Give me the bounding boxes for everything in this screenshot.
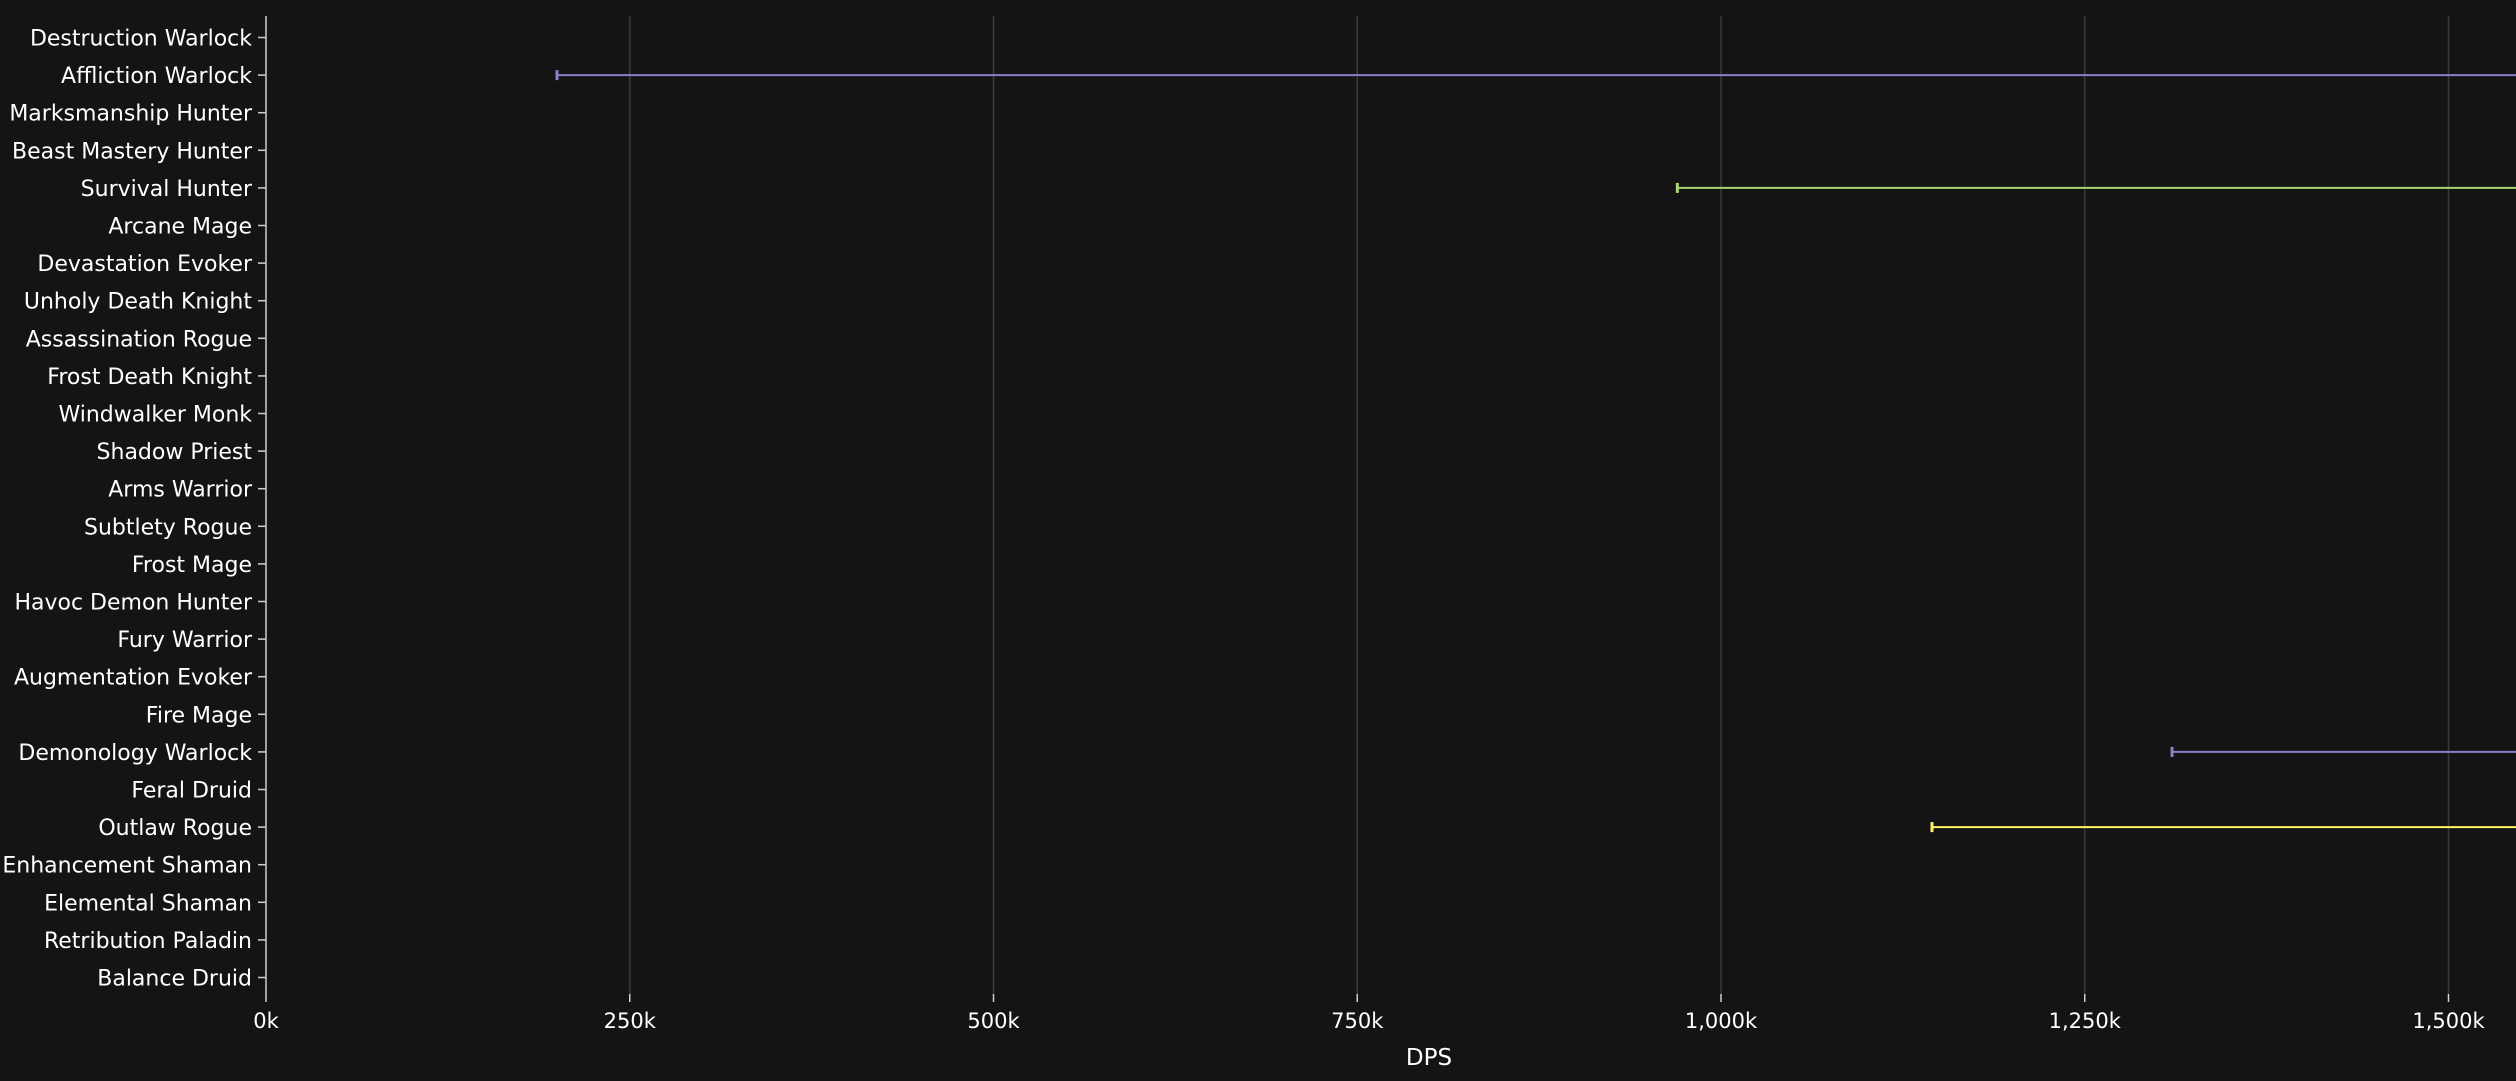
x-tick-label: 500k — [967, 1009, 1020, 1033]
label-layer: Destruction Warlock Affliction Warlock Mar… — [2, 27, 253, 992]
category-label: Havoc Demon Hunter — [14, 591, 252, 616]
grid-layer — [629, 16, 2450, 994]
x-tick-label: 1,250k — [2049, 1009, 2122, 1033]
box-outlaw-rogue — [1930, 822, 2516, 833]
category-label: Arms Warrior — [108, 478, 253, 503]
x-tick-label: 1,000k — [1685, 1009, 1758, 1033]
category-label: Destruction Warlock — [30, 27, 252, 52]
box-affliction-warlock — [555, 70, 2516, 81]
x-tick-label: 750k — [1331, 1009, 1384, 1033]
category-label: Feral Druid — [131, 779, 252, 804]
category-label: Elemental Shaman — [44, 891, 252, 916]
box-layer — [555, 70, 2516, 833]
x-tick-label: 1,500k — [2412, 1009, 2485, 1033]
category-label: Arcane Mage — [108, 215, 252, 240]
box-demonology-warlock — [2170, 746, 2516, 757]
x-tick-label: 0k — [253, 1009, 279, 1033]
category-label: Augmentation Evoker — [14, 666, 253, 691]
category-label: Unholy Death Knight — [24, 290, 252, 315]
axis-layer: 0k250k500k750k1,000k1,250k1,500k1,750k2,… — [253, 16, 2485, 1033]
category-label: Demonology Warlock — [18, 741, 252, 766]
category-label: Affliction Warlock — [61, 64, 252, 89]
category-label: Assassination Rogue — [26, 327, 252, 352]
category-label: Fury Warrior — [117, 628, 253, 653]
category-label: Devastation Evoker — [37, 252, 253, 277]
category-label: Frost Mage — [132, 553, 252, 578]
category-label: Balance Druid — [97, 967, 252, 992]
category-label: Enhancement Shaman — [2, 854, 252, 879]
category-label: Marksmanship Hunter — [9, 102, 253, 127]
category-label: Beast Mastery Hunter — [12, 139, 253, 164]
category-label: Frost Death Knight — [47, 365, 252, 390]
category-label: Retribution Paladin — [44, 929, 252, 954]
category-label: Shadow Priest — [97, 440, 253, 465]
x-tick-label: 250k — [604, 1009, 657, 1033]
x-axis-title: DPS — [1406, 1045, 1452, 1071]
category-label: Fire Mage — [146, 703, 252, 728]
category-label: Survival Hunter — [81, 177, 253, 202]
box-survival-hunter — [1675, 182, 2516, 193]
category-label: Subtlety Rogue — [84, 515, 252, 540]
category-label: Windwalker Monk — [58, 403, 252, 428]
category-label: Outlaw Rogue — [98, 816, 252, 841]
